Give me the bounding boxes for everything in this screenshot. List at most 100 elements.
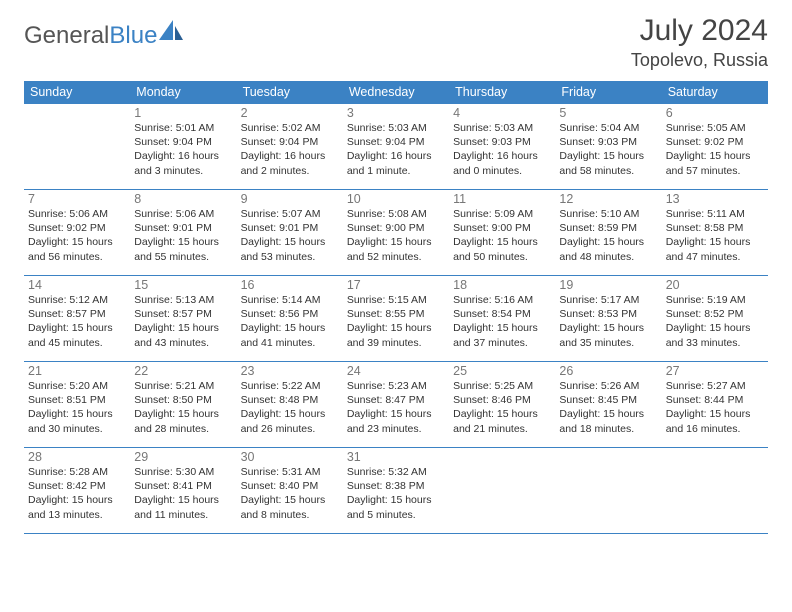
day-info: Sunrise: 5:25 AMSunset: 8:46 PMDaylight:… (453, 379, 551, 436)
calendar-cell: 1Sunrise: 5:01 AMSunset: 9:04 PMDaylight… (130, 104, 236, 190)
day-number: 15 (134, 278, 232, 292)
calendar-cell: 8Sunrise: 5:06 AMSunset: 9:01 PMDaylight… (130, 190, 236, 276)
day-number: 21 (28, 364, 126, 378)
calendar-row: 21Sunrise: 5:20 AMSunset: 8:51 PMDayligh… (24, 362, 768, 448)
day-info: Sunrise: 5:23 AMSunset: 8:47 PMDaylight:… (347, 379, 445, 436)
day-info: Sunrise: 5:26 AMSunset: 8:45 PMDaylight:… (559, 379, 657, 436)
sail-icon (159, 20, 185, 47)
calendar-cell (24, 104, 130, 190)
day-info: Sunrise: 5:07 AMSunset: 9:01 PMDaylight:… (241, 207, 339, 264)
day-number: 11 (453, 192, 551, 206)
calendar-page: GeneralBlue July 2024 Topolevo, Russia S… (0, 0, 792, 544)
weekday-header: Tuesday (237, 81, 343, 104)
calendar-row: 1Sunrise: 5:01 AMSunset: 9:04 PMDaylight… (24, 104, 768, 190)
weekday-header: Thursday (449, 81, 555, 104)
calendar-cell: 2Sunrise: 5:02 AMSunset: 9:04 PMDaylight… (237, 104, 343, 190)
weekday-header: Wednesday (343, 81, 449, 104)
weekday-header: Saturday (662, 81, 768, 104)
day-number: 30 (241, 450, 339, 464)
day-number: 2 (241, 106, 339, 120)
logo-word-1: General (24, 22, 109, 49)
day-number: 9 (241, 192, 339, 206)
day-info: Sunrise: 5:28 AMSunset: 8:42 PMDaylight:… (28, 465, 126, 522)
day-number: 18 (453, 278, 551, 292)
day-number: 5 (559, 106, 657, 120)
calendar-cell: 12Sunrise: 5:10 AMSunset: 8:59 PMDayligh… (555, 190, 661, 276)
day-info: Sunrise: 5:09 AMSunset: 9:00 PMDaylight:… (453, 207, 551, 264)
day-number: 4 (453, 106, 551, 120)
calendar-cell: 7Sunrise: 5:06 AMSunset: 9:02 PMDaylight… (24, 190, 130, 276)
calendar-cell (449, 448, 555, 534)
day-number: 14 (28, 278, 126, 292)
day-info: Sunrise: 5:04 AMSunset: 9:03 PMDaylight:… (559, 121, 657, 178)
calendar-cell: 22Sunrise: 5:21 AMSunset: 8:50 PMDayligh… (130, 362, 236, 448)
logo-word-2: Blue (109, 22, 157, 49)
calendar-cell: 4Sunrise: 5:03 AMSunset: 9:03 PMDaylight… (449, 104, 555, 190)
calendar-cell: 24Sunrise: 5:23 AMSunset: 8:47 PMDayligh… (343, 362, 449, 448)
weekday-header: Friday (555, 81, 661, 104)
calendar-cell: 17Sunrise: 5:15 AMSunset: 8:55 PMDayligh… (343, 276, 449, 362)
day-info: Sunrise: 5:03 AMSunset: 9:03 PMDaylight:… (453, 121, 551, 178)
weekday-header: Sunday (24, 81, 130, 104)
calendar-cell: 18Sunrise: 5:16 AMSunset: 8:54 PMDayligh… (449, 276, 555, 362)
calendar-cell: 5Sunrise: 5:04 AMSunset: 9:03 PMDaylight… (555, 104, 661, 190)
calendar-cell: 10Sunrise: 5:08 AMSunset: 9:00 PMDayligh… (343, 190, 449, 276)
day-info: Sunrise: 5:15 AMSunset: 8:55 PMDaylight:… (347, 293, 445, 350)
day-number: 3 (347, 106, 445, 120)
calendar-cell: 14Sunrise: 5:12 AMSunset: 8:57 PMDayligh… (24, 276, 130, 362)
day-number: 10 (347, 192, 445, 206)
day-info: Sunrise: 5:02 AMSunset: 9:04 PMDaylight:… (241, 121, 339, 178)
day-info: Sunrise: 5:31 AMSunset: 8:40 PMDaylight:… (241, 465, 339, 522)
day-number: 12 (559, 192, 657, 206)
day-info: Sunrise: 5:30 AMSunset: 8:41 PMDaylight:… (134, 465, 232, 522)
day-number: 7 (28, 192, 126, 206)
calendar-cell: 3Sunrise: 5:03 AMSunset: 9:04 PMDaylight… (343, 104, 449, 190)
day-info: Sunrise: 5:16 AMSunset: 8:54 PMDaylight:… (453, 293, 551, 350)
day-number: 17 (347, 278, 445, 292)
day-info: Sunrise: 5:17 AMSunset: 8:53 PMDaylight:… (559, 293, 657, 350)
day-info: Sunrise: 5:05 AMSunset: 9:02 PMDaylight:… (666, 121, 764, 178)
calendar-body: 1Sunrise: 5:01 AMSunset: 9:04 PMDaylight… (24, 104, 768, 534)
header: GeneralBlue July 2024 Topolevo, Russia (24, 14, 768, 71)
day-info: Sunrise: 5:08 AMSunset: 9:00 PMDaylight:… (347, 207, 445, 264)
calendar-cell: 13Sunrise: 5:11 AMSunset: 8:58 PMDayligh… (662, 190, 768, 276)
location: Topolevo, Russia (631, 50, 768, 71)
day-number: 1 (134, 106, 232, 120)
calendar-row: 7Sunrise: 5:06 AMSunset: 9:02 PMDaylight… (24, 190, 768, 276)
day-number: 25 (453, 364, 551, 378)
title-block: July 2024 Topolevo, Russia (631, 14, 768, 71)
day-info: Sunrise: 5:12 AMSunset: 8:57 PMDaylight:… (28, 293, 126, 350)
day-number: 6 (666, 106, 764, 120)
calendar-cell: 11Sunrise: 5:09 AMSunset: 9:00 PMDayligh… (449, 190, 555, 276)
day-info: Sunrise: 5:19 AMSunset: 8:52 PMDaylight:… (666, 293, 764, 350)
day-info: Sunrise: 5:01 AMSunset: 9:04 PMDaylight:… (134, 121, 232, 178)
day-number: 19 (559, 278, 657, 292)
day-number: 23 (241, 364, 339, 378)
calendar-cell: 9Sunrise: 5:07 AMSunset: 9:01 PMDaylight… (237, 190, 343, 276)
calendar-cell: 31Sunrise: 5:32 AMSunset: 8:38 PMDayligh… (343, 448, 449, 534)
calendar-cell: 6Sunrise: 5:05 AMSunset: 9:02 PMDaylight… (662, 104, 768, 190)
day-info: Sunrise: 5:06 AMSunset: 9:02 PMDaylight:… (28, 207, 126, 264)
calendar-cell: 21Sunrise: 5:20 AMSunset: 8:51 PMDayligh… (24, 362, 130, 448)
calendar-cell: 16Sunrise: 5:14 AMSunset: 8:56 PMDayligh… (237, 276, 343, 362)
day-info: Sunrise: 5:11 AMSunset: 8:58 PMDaylight:… (666, 207, 764, 264)
weekday-header: Monday (130, 81, 236, 104)
day-info: Sunrise: 5:20 AMSunset: 8:51 PMDaylight:… (28, 379, 126, 436)
calendar-cell: 20Sunrise: 5:19 AMSunset: 8:52 PMDayligh… (662, 276, 768, 362)
calendar-cell: 23Sunrise: 5:22 AMSunset: 8:48 PMDayligh… (237, 362, 343, 448)
day-number: 16 (241, 278, 339, 292)
calendar-cell: 28Sunrise: 5:28 AMSunset: 8:42 PMDayligh… (24, 448, 130, 534)
day-info: Sunrise: 5:03 AMSunset: 9:04 PMDaylight:… (347, 121, 445, 178)
calendar-cell: 29Sunrise: 5:30 AMSunset: 8:41 PMDayligh… (130, 448, 236, 534)
day-number: 29 (134, 450, 232, 464)
day-number: 26 (559, 364, 657, 378)
calendar-cell: 27Sunrise: 5:27 AMSunset: 8:44 PMDayligh… (662, 362, 768, 448)
day-number: 13 (666, 192, 764, 206)
day-info: Sunrise: 5:32 AMSunset: 8:38 PMDaylight:… (347, 465, 445, 522)
calendar-row: 14Sunrise: 5:12 AMSunset: 8:57 PMDayligh… (24, 276, 768, 362)
calendar-cell: 19Sunrise: 5:17 AMSunset: 8:53 PMDayligh… (555, 276, 661, 362)
calendar-cell: 26Sunrise: 5:26 AMSunset: 8:45 PMDayligh… (555, 362, 661, 448)
month-title: July 2024 (631, 14, 768, 48)
calendar-cell (555, 448, 661, 534)
logo-text: GeneralBlue (24, 22, 157, 50)
